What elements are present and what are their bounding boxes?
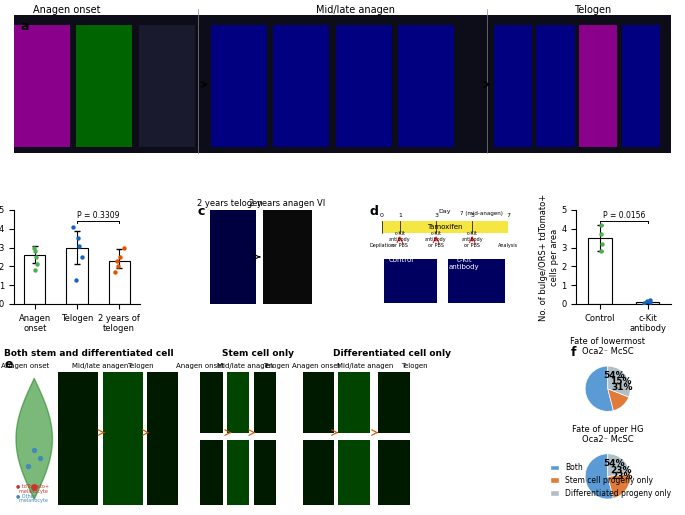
Text: P = 0.0156: P = 0.0156 <box>603 211 645 220</box>
Point <box>595 247 606 255</box>
Point <box>645 298 656 306</box>
Point <box>112 262 123 270</box>
Bar <box>263 210 312 304</box>
Point <box>68 222 79 231</box>
Point <box>32 261 42 269</box>
Bar <box>58 372 98 505</box>
Bar <box>494 25 532 147</box>
Text: e: e <box>5 357 13 371</box>
Text: Mid/late anagen: Mid/late anagen <box>72 363 129 369</box>
Text: 54%: 54% <box>603 371 625 380</box>
Text: 2 years anagen VI: 2 years anagen VI <box>249 199 325 208</box>
Text: 54%: 54% <box>603 459 625 468</box>
Text: a: a <box>21 20 29 32</box>
Bar <box>338 372 369 433</box>
Text: Mid/late anagen: Mid/late anagen <box>316 6 395 15</box>
Bar <box>138 25 195 147</box>
Text: c: c <box>198 205 205 218</box>
Point <box>642 297 653 305</box>
Text: Telogen: Telogen <box>574 6 611 15</box>
Bar <box>210 210 256 304</box>
Bar <box>580 25 617 147</box>
Text: Mid/late anagen: Mid/late anagen <box>216 363 273 369</box>
Text: Telogen: Telogen <box>401 363 427 369</box>
Bar <box>227 440 249 505</box>
Bar <box>303 372 334 433</box>
Bar <box>254 372 276 433</box>
Point <box>111 256 122 265</box>
Text: Anagen onset: Anagen onset <box>292 363 340 369</box>
Point <box>595 230 606 238</box>
Point <box>71 276 82 284</box>
Text: 31%: 31% <box>612 383 633 392</box>
Text: P = 0.3309: P = 0.3309 <box>77 211 119 220</box>
Text: Telogen: Telogen <box>263 363 290 369</box>
Text: Anagen onset: Anagen onset <box>1 363 49 369</box>
Bar <box>588 238 612 304</box>
Text: 23%: 23% <box>610 466 632 475</box>
Bar <box>109 261 129 304</box>
Bar <box>378 372 410 433</box>
Y-axis label: No. of bulge/ORS+ tdTomato+
cells per area: No. of bulge/ORS+ tdTomato+ cells per ar… <box>539 193 558 320</box>
Bar <box>211 25 267 147</box>
Text: 2 years telogen: 2 years telogen <box>197 199 262 208</box>
Wedge shape <box>608 454 630 476</box>
Bar <box>66 248 88 304</box>
Bar <box>24 255 45 304</box>
Wedge shape <box>585 366 613 411</box>
Point <box>109 268 120 276</box>
Bar <box>254 440 276 505</box>
Wedge shape <box>608 389 629 410</box>
Wedge shape <box>608 366 630 397</box>
Title: Fate of upper HG
Oca2⁻ McSC: Fate of upper HG Oca2⁻ McSC <box>572 424 643 444</box>
Bar <box>378 440 410 505</box>
Legend: Both, Stem cell progeny only, Differentiated progeny only: Both, Stem cell progeny only, Differenti… <box>547 460 674 501</box>
Text: Stem cell only: Stem cell only <box>223 349 295 357</box>
Bar <box>103 372 142 505</box>
Bar <box>338 440 369 505</box>
Point <box>30 266 41 274</box>
Text: d: d <box>369 205 378 218</box>
Wedge shape <box>608 474 630 499</box>
Text: Telogen: Telogen <box>127 363 153 369</box>
Text: Both stem and differentiated cell: Both stem and differentiated cell <box>5 349 174 357</box>
Bar <box>227 372 249 433</box>
Text: 23%: 23% <box>612 472 633 480</box>
Point <box>76 253 87 261</box>
Bar <box>201 440 223 505</box>
Bar <box>399 25 454 147</box>
Point <box>638 299 649 307</box>
Point <box>119 244 129 252</box>
Bar <box>76 25 132 147</box>
Point <box>595 221 606 229</box>
Text: Differentiated cell only: Differentiated cell only <box>333 349 451 357</box>
Bar <box>147 372 178 505</box>
Bar <box>14 25 70 147</box>
Point <box>115 253 126 261</box>
Bar <box>336 25 392 147</box>
Point <box>597 239 608 248</box>
Text: Anagen onset: Anagen onset <box>176 363 225 369</box>
Text: Mid/late anagen: Mid/late anagen <box>337 363 393 369</box>
Bar <box>201 372 223 433</box>
Title: Fate of lowermost
Oca2⁻ McSC: Fate of lowermost Oca2⁻ McSC <box>571 337 645 356</box>
Bar <box>273 25 329 147</box>
Text: Anagen onset: Anagen onset <box>33 6 100 15</box>
Text: f: f <box>571 346 577 359</box>
Bar <box>303 440 334 505</box>
Bar <box>622 25 660 147</box>
Point <box>644 296 655 304</box>
Point <box>29 247 40 255</box>
Point <box>29 244 40 252</box>
Bar <box>636 302 660 304</box>
Bar <box>536 25 575 147</box>
Text: 15%: 15% <box>610 377 632 386</box>
Wedge shape <box>585 454 613 499</box>
Point <box>73 234 84 242</box>
Point <box>74 242 85 250</box>
Point <box>30 253 41 261</box>
